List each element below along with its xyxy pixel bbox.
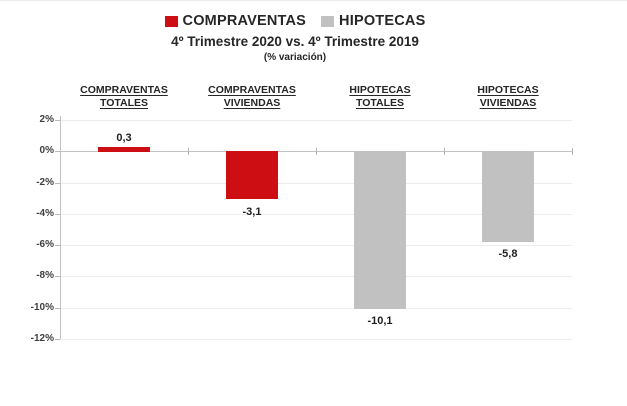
y-axis-tick-mark — [55, 120, 60, 121]
y-axis-label: -6% — [36, 239, 54, 250]
category-tick-mark — [316, 148, 317, 155]
chart-subtitle: (% variación) — [263, 52, 327, 63]
y-axis-tick-mark — [55, 151, 60, 152]
bar-hipotecas-totales — [354, 151, 406, 309]
y-axis-tick-mark — [55, 214, 60, 215]
bar-value-label-compraventas-totales: 0,3 — [116, 132, 132, 144]
y-axis-line — [60, 116, 61, 339]
y-axis-label: -8% — [36, 270, 54, 281]
bar-hipotecas-viviendas — [482, 151, 534, 242]
y-axis-label: -4% — [36, 208, 54, 219]
legend-item-hipotecas: HIPOTECAS — [321, 13, 425, 29]
y-axis-label: -10% — [30, 302, 54, 313]
gridline--8% — [60, 276, 572, 277]
y-axis-label: -12% — [30, 333, 54, 344]
bar-value-label-compraventas-viviendas: -3,1 — [242, 206, 262, 218]
category-header-compraventas-viviendas: COMPRAVENTAS VIVIENDAS — [208, 84, 296, 109]
y-axis-label: 2% — [39, 114, 54, 125]
category-tick-mark — [188, 148, 189, 155]
y-axis-tick-mark — [55, 339, 60, 340]
gridline--6% — [60, 245, 572, 246]
gridline--12% — [60, 339, 572, 340]
y-axis-tick-mark — [55, 308, 60, 309]
y-axis-tick-mark — [55, 183, 60, 184]
chart-header: COMPRAVENTAS HIPOTECAS 4º Trimestre 2020… — [0, 13, 590, 64]
category-tick-mark — [444, 148, 445, 155]
legend-item-compraventas: COMPRAVENTAS — [164, 13, 307, 29]
category-header-hipotecas-totales: HIPOTECAS TOTALES — [349, 84, 411, 109]
gridline--4% — [60, 214, 572, 215]
chart-legend: COMPRAVENTAS HIPOTECAS — [0, 13, 590, 29]
chart-title: 4º Trimestre 2020 vs. 4º Trimestre 2019 — [171, 34, 419, 49]
y-axis-tick-mark — [55, 276, 60, 277]
gridline-2% — [60, 120, 572, 121]
gridline--10% — [60, 308, 572, 309]
category-header-compraventas-totales: COMPRAVENTAS TOTALES — [80, 84, 168, 109]
legend-swatch-hipotecas-icon — [321, 15, 335, 27]
bar-compraventas-viviendas — [226, 151, 278, 199]
y-axis-label: -2% — [36, 177, 54, 188]
bar-value-label-hipotecas-totales: -10,1 — [367, 315, 393, 327]
y-axis-tick-mark — [55, 245, 60, 246]
legend-label-hipotecas: HIPOTECAS — [339, 13, 426, 29]
legend-swatch-compraventas-icon — [164, 15, 178, 27]
gridline--2% — [60, 183, 572, 184]
category-header-hipotecas-viviendas: HIPOTECAS VIVIENDAS — [477, 84, 539, 109]
legend-label-compraventas: COMPRAVENTAS — [182, 13, 307, 29]
bar-value-label-hipotecas-viviendas: -5,8 — [498, 248, 518, 260]
bar-compraventas-totales — [98, 147, 150, 152]
y-axis-label: 0% — [39, 145, 54, 156]
category-tick-mark — [572, 148, 573, 155]
